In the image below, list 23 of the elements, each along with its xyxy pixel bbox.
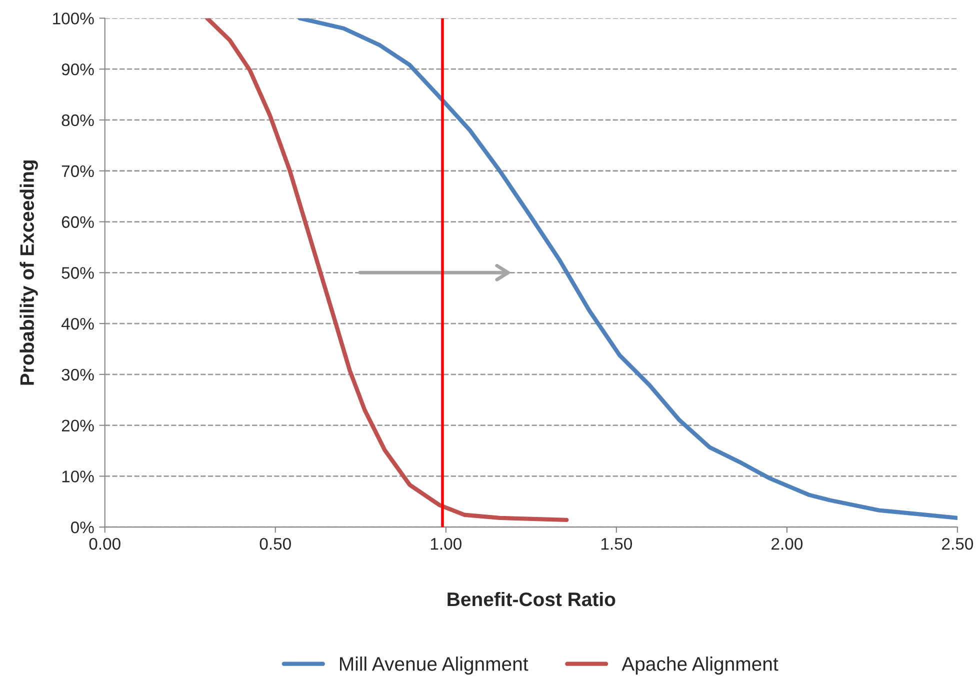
y-tick-label: 90% xyxy=(62,63,94,76)
x-tick-label: 1.50 xyxy=(601,538,632,550)
y-tick-label: 80% xyxy=(62,114,94,126)
legend-label: Mill Avenue Alignment xyxy=(340,656,528,675)
y-tick-label: 70% xyxy=(62,165,94,178)
y-tick-label: 40% xyxy=(61,318,94,330)
y-tick-label: 20% xyxy=(62,420,94,432)
y-tick-label: 50% xyxy=(62,267,94,279)
y-axis-title: Probability of Exceeding xyxy=(20,160,38,385)
legend-label: Apache Alignment xyxy=(622,656,778,675)
y-tick-label: 0% xyxy=(71,522,94,534)
y-tick-label: 30% xyxy=(62,368,94,381)
x-tick-label: 1.00 xyxy=(430,538,462,550)
x-tick-label: 2.50 xyxy=(942,538,974,550)
line-series xyxy=(205,18,569,522)
y-tick-label: 10% xyxy=(62,470,94,482)
line-series xyxy=(298,18,958,520)
y-tick-label: 100% xyxy=(53,12,94,24)
x-tick-label: 0.50 xyxy=(260,538,291,550)
x-axis-title: Benefit-Cost Ratio xyxy=(448,592,616,606)
y-tick-label: 60% xyxy=(62,216,94,228)
x-tick-label: 0.00 xyxy=(89,538,120,550)
x-tick-label: 2.00 xyxy=(772,538,803,550)
